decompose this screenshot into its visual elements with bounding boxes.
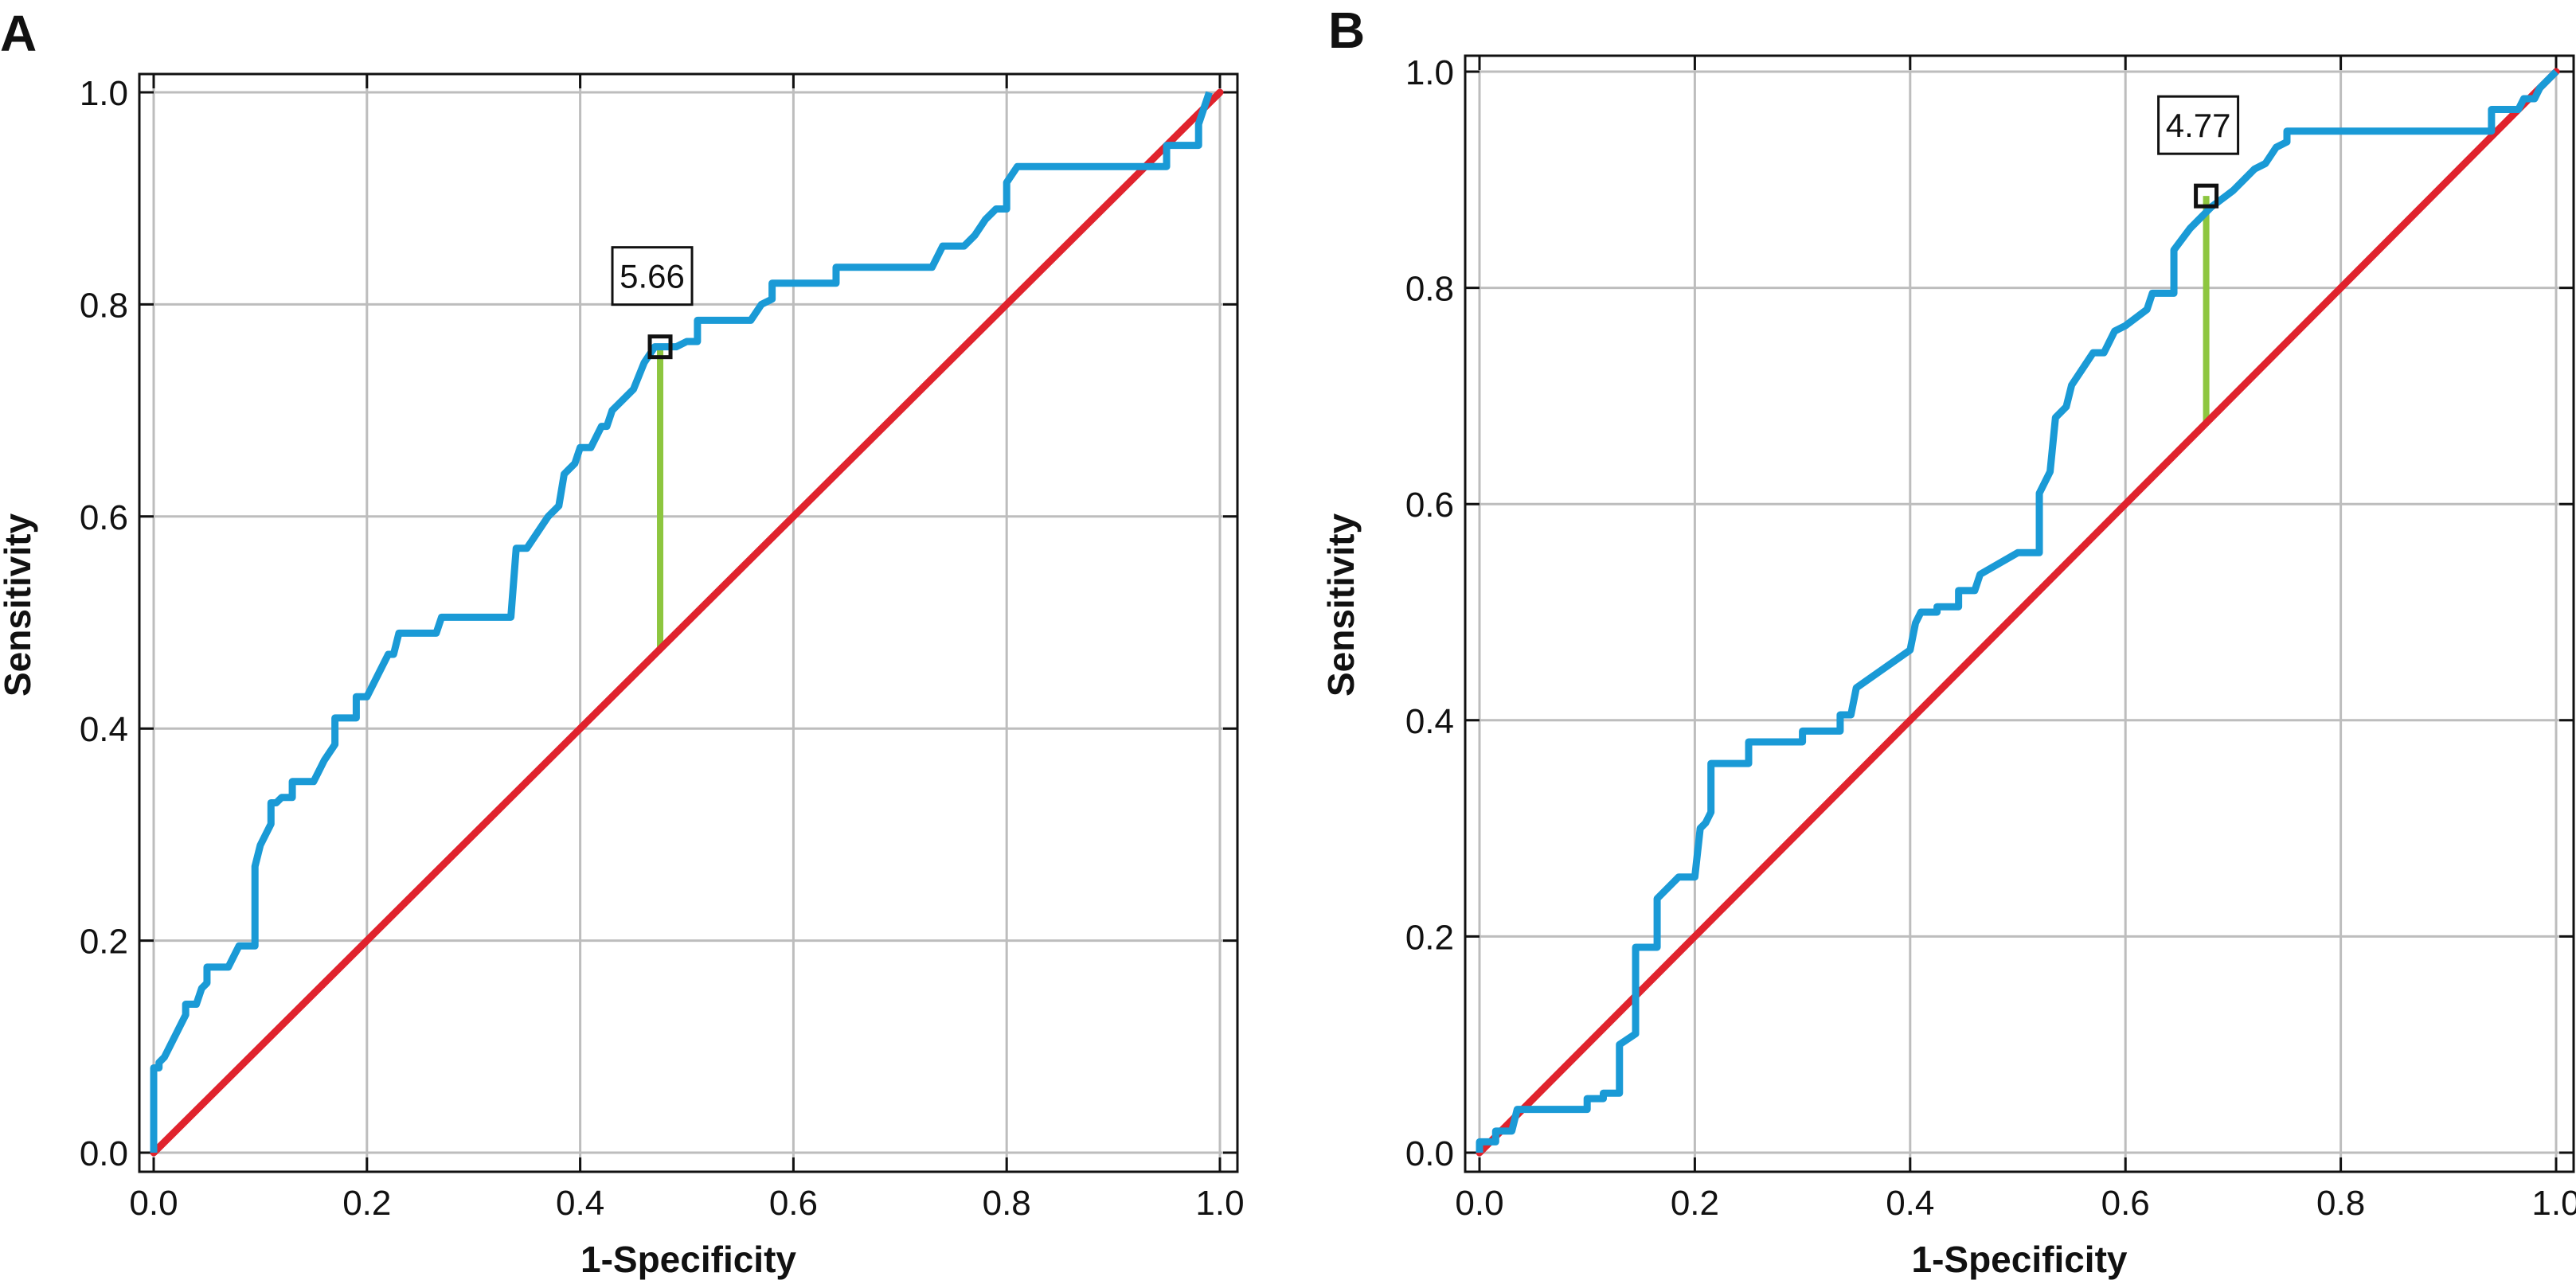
roc-panel-b: 0.0 0.2 0.4 0.6 0.8 1.0 0.0 0.2 0.4 0.6 0.8 1.0 1-Sp…: [1320, 2, 2576, 1280]
cutoff-label: 4.77: [2166, 107, 2231, 144]
panel-letter: B: [1328, 2, 1365, 59]
cutoff-label-box: [2157, 95, 2240, 155]
x-tick-label: 0.0: [129, 1184, 178, 1223]
y-tick-label: 0.8: [1405, 270, 1454, 309]
y-tick-label: 0.0: [1405, 1134, 1454, 1173]
x-tick-label: 0.6: [2101, 1184, 2150, 1223]
x-tick-label: 0.6: [769, 1184, 818, 1223]
y-tick-label: 0.4: [80, 710, 128, 749]
y-tick-label: 0.2: [1405, 918, 1454, 957]
cutoff-marker: [647, 334, 673, 360]
panel-letter: A: [0, 5, 37, 62]
x-tick-label: 0.2: [1671, 1184, 1719, 1223]
plot-frame: [138, 72, 1239, 1173]
y-axis-title: Sensitivity: [1320, 513, 1362, 697]
reference-line: [1476, 68, 2560, 1157]
x-tick-label: 0.8: [2316, 1184, 2365, 1223]
cutoff-label-box: [611, 246, 694, 306]
x-axis-title: 1-Specificity: [1912, 1239, 2128, 1280]
x-axis-title: 1-Specificity: [580, 1239, 796, 1280]
roc-curve: [150, 91, 1213, 1153]
y-tick-label: 0.4: [1405, 702, 1454, 741]
y-tick-label: 1.0: [80, 74, 128, 113]
y-tick-label: 0.0: [80, 1134, 128, 1173]
y-tick-label: 1.0: [1405, 53, 1454, 92]
y-axis-title: Sensitivity: [0, 513, 38, 697]
x-tick-label: 0.0: [1455, 1184, 1503, 1223]
roc-panel-a: 0.0 0.2 0.4 0.6 0.8 1.0 0.0 0.2 0.4 0.6 0.8 1.0 1-Sp…: [0, 5, 1245, 1280]
x-tick-label: 1.0: [2531, 1184, 2576, 1223]
y-tick-label: 0.2: [80, 923, 128, 962]
x-tick-label: 0.4: [1886, 1184, 1934, 1223]
roc-curve: [1476, 68, 2559, 1153]
x-tick-label: 1.0: [1195, 1184, 1244, 1223]
x-tick-label: 0.8: [983, 1184, 1031, 1223]
y-tick-label: 0.6: [80, 498, 128, 537]
cutoff-label: 5.66: [620, 258, 685, 295]
x-tick-label: 0.4: [556, 1184, 604, 1223]
reference-line: [150, 88, 1224, 1157]
y-tick-label: 0.6: [1405, 486, 1454, 525]
y-tick-label: 0.8: [80, 286, 128, 325]
cutoff-marker: [2194, 183, 2219, 209]
x-tick-label: 0.2: [342, 1184, 391, 1223]
plot-frame: [1464, 54, 2575, 1173]
